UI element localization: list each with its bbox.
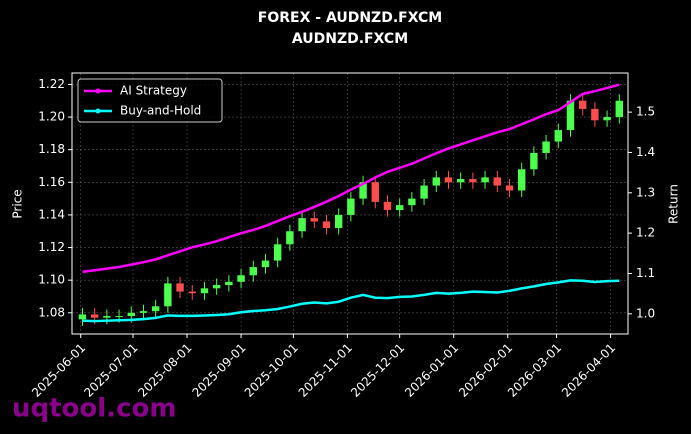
candle-body xyxy=(298,218,306,232)
candle-body xyxy=(432,177,440,186)
y-tick-label: 1.10 xyxy=(38,273,65,287)
candle-body xyxy=(139,311,148,313)
candle-body xyxy=(542,141,550,153)
line-series xyxy=(82,279,620,323)
candle-body xyxy=(444,177,453,183)
candle-body xyxy=(481,177,489,183)
candle-body xyxy=(249,267,257,276)
candle-body xyxy=(90,314,99,318)
candle-body xyxy=(115,316,123,318)
candle-body xyxy=(176,283,184,292)
candle-body xyxy=(151,306,160,312)
candle-body xyxy=(334,214,343,228)
candle-body xyxy=(420,185,428,199)
legend-marker xyxy=(95,88,101,94)
y-tick-label: 1.16 xyxy=(38,175,65,189)
chart-title: FOREX - AUDNZD.FXCM xyxy=(258,10,442,26)
candle-body xyxy=(395,205,404,211)
y2-tick-label: 1.3 xyxy=(636,185,655,199)
candle-body xyxy=(237,275,245,282)
candle-body xyxy=(273,244,282,261)
legend-label: Buy-and-Hold xyxy=(120,104,201,118)
y2-tick-label: 1.2 xyxy=(636,226,655,240)
line-series xyxy=(82,83,620,274)
candle-body xyxy=(188,291,196,294)
candle-body xyxy=(505,185,514,191)
chart-subtitle: AUDNZD.FXCM xyxy=(292,31,408,47)
candle-body xyxy=(554,130,562,142)
y2-axis-label: Return xyxy=(667,184,681,224)
candle-body xyxy=(615,100,623,118)
candle-body xyxy=(286,231,294,245)
y2-tick-label: 1.5 xyxy=(636,105,655,119)
plot-frame xyxy=(71,72,629,335)
candle-body xyxy=(566,100,575,131)
y-tick-label: 1.14 xyxy=(38,207,65,221)
candle-body xyxy=(359,182,367,199)
candle-body xyxy=(493,177,501,186)
candle-body xyxy=(371,182,379,202)
candle-body xyxy=(383,201,392,211)
y2-tick-label: 1.4 xyxy=(636,145,655,159)
candle-body xyxy=(517,169,526,191)
candle-body xyxy=(322,221,331,228)
legend-box xyxy=(77,78,223,123)
candle-body xyxy=(603,117,611,121)
legend-marker xyxy=(95,108,101,114)
candle-body xyxy=(200,288,209,294)
candle-body xyxy=(164,283,172,307)
candle-body xyxy=(347,198,355,215)
legend-label: AI Strategy xyxy=(120,84,187,98)
y2-tick-label: 1.0 xyxy=(636,306,655,320)
candle-body xyxy=(261,260,270,268)
y-tick-label: 1.12 xyxy=(38,240,65,254)
y-tick-label: 1.18 xyxy=(38,142,65,156)
candle-body xyxy=(456,179,465,183)
candle-body xyxy=(103,316,111,318)
candle-body xyxy=(591,108,599,121)
watermark: uqtool.com xyxy=(12,394,176,424)
y-tick-label: 1.08 xyxy=(38,305,65,319)
candle-body xyxy=(127,312,135,317)
candle-body xyxy=(212,285,221,289)
y-tick-label: 1.22 xyxy=(38,77,65,91)
candle-body xyxy=(78,314,87,320)
candle-body xyxy=(469,179,477,183)
y-tick-label: 1.20 xyxy=(38,110,65,124)
candle-body xyxy=(530,152,538,170)
y2-tick-label: 1.1 xyxy=(636,266,655,280)
candle-body xyxy=(408,198,416,206)
y-axis-label: Price xyxy=(11,189,25,218)
candle-body xyxy=(578,100,587,109)
candle-body xyxy=(310,218,318,222)
candle-body xyxy=(225,281,233,286)
